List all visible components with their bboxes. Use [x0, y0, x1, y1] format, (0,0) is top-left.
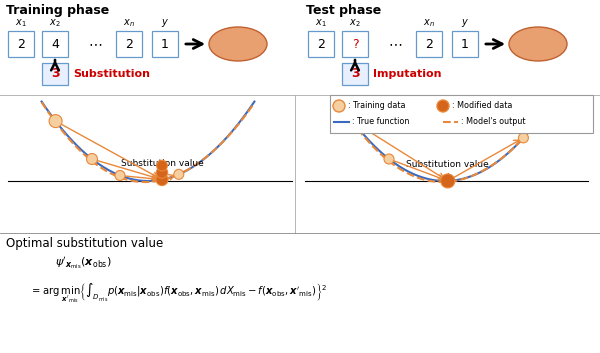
Circle shape	[437, 100, 449, 112]
Circle shape	[518, 133, 529, 143]
Text: ⋯: ⋯	[88, 37, 102, 51]
Text: 2: 2	[125, 37, 133, 50]
Text: ?: ?	[352, 37, 358, 50]
Bar	[330, 95, 593, 133]
Bar	[42, 31, 68, 57]
Text: 2: 2	[425, 37, 433, 50]
Text: 2: 2	[17, 37, 25, 50]
Bar	[342, 31, 368, 57]
Circle shape	[156, 167, 168, 178]
Text: 4: 4	[51, 37, 59, 50]
Bar	[342, 63, 368, 85]
Text: Prediction: Prediction	[214, 35, 262, 45]
Text: $x_2$: $x_2$	[49, 17, 61, 29]
Text: 1: 1	[161, 37, 169, 50]
Text: $x_1$: $x_1$	[315, 17, 327, 29]
Text: model: model	[223, 44, 253, 54]
Text: Substitution: Substitution	[73, 69, 150, 79]
Text: Test phase: Test phase	[306, 4, 381, 17]
Text: 2: 2	[317, 37, 325, 50]
Text: Imputation: Imputation	[373, 69, 442, 79]
Text: 1: 1	[461, 37, 469, 50]
Text: : Modified data: : Modified data	[452, 102, 512, 110]
Circle shape	[441, 174, 455, 188]
Text: : Training data: : Training data	[348, 102, 406, 110]
Text: model: model	[523, 44, 553, 54]
Text: $x_n$: $x_n$	[123, 17, 135, 29]
Circle shape	[115, 170, 125, 180]
Ellipse shape	[509, 27, 567, 61]
Text: Training phase: Training phase	[6, 4, 109, 17]
Bar	[308, 31, 334, 57]
Circle shape	[333, 100, 345, 112]
Text: ⋯: ⋯	[388, 37, 402, 51]
Bar	[42, 63, 68, 85]
Text: $\psi'_{\boldsymbol{x}_{\mathrm{mis}}}(\boldsymbol{x}_{\mathrm{obs}})$: $\psi'_{\boldsymbol{x}_{\mathrm{mis}}}(\…	[55, 256, 112, 272]
Bar	[416, 31, 442, 57]
Text: $x_1$: $x_1$	[15, 17, 27, 29]
Text: $y$: $y$	[161, 17, 169, 29]
Circle shape	[174, 169, 184, 179]
Ellipse shape	[209, 27, 267, 61]
Text: : True function: : True function	[352, 118, 409, 126]
Text: Prediction: Prediction	[514, 35, 562, 45]
Circle shape	[384, 154, 394, 164]
Text: 3: 3	[350, 67, 359, 80]
Circle shape	[157, 160, 167, 171]
Circle shape	[86, 154, 97, 164]
Text: $x_2$: $x_2$	[349, 17, 361, 29]
Text: 3: 3	[50, 67, 59, 80]
Bar	[152, 31, 178, 57]
Circle shape	[156, 174, 168, 186]
Bar	[116, 31, 142, 57]
Text: Substitution value: Substitution value	[121, 158, 203, 168]
Text: $y$: $y$	[461, 17, 469, 29]
Bar	[452, 31, 478, 57]
Text: : Model's output: : Model's output	[461, 118, 526, 126]
Text: $x_n$: $x_n$	[423, 17, 435, 29]
Text: $= \arg\min_{\boldsymbol{x}'_{\mathrm{mis}}} \left\{\int_{D_{\mathrm{mis}}} p(\b: $= \arg\min_{\boldsymbol{x}'_{\mathrm{mi…	[30, 281, 327, 305]
Text: Substitution value: Substitution value	[406, 160, 489, 169]
Bar	[8, 31, 34, 57]
Circle shape	[347, 115, 358, 127]
Text: Optimal substitution value: Optimal substitution value	[6, 237, 163, 250]
Circle shape	[49, 115, 62, 127]
